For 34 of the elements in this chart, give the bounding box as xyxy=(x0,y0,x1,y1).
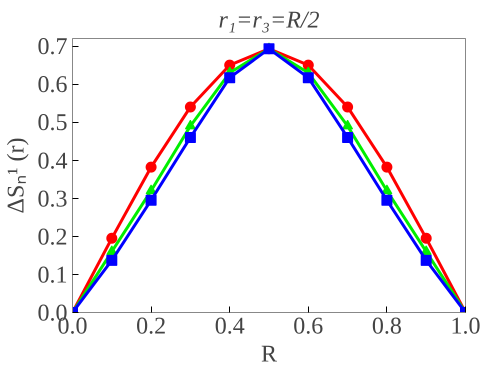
point xyxy=(106,245,118,255)
y-axis-title: ΔSₙ¹ (r) xyxy=(4,138,30,214)
point xyxy=(106,232,118,244)
point xyxy=(184,102,196,112)
point xyxy=(224,72,236,84)
point xyxy=(420,232,432,244)
x-tick-label: 0.4 xyxy=(214,314,245,340)
point xyxy=(146,162,157,173)
y-tick-label: 0.3 xyxy=(38,186,68,212)
y-tick-label: 0.2 xyxy=(38,224,68,250)
point xyxy=(342,120,354,130)
x-axis-title: R xyxy=(260,342,278,368)
y-tick-label: 0.5 xyxy=(38,110,68,136)
point xyxy=(302,72,314,84)
point xyxy=(381,184,392,194)
point xyxy=(381,162,392,173)
y-tick-label: 0.7 xyxy=(38,34,68,60)
y-tick-label: 0.1 xyxy=(38,262,68,288)
point xyxy=(184,132,196,143)
y-tick-label: 0.6 xyxy=(38,72,68,98)
point xyxy=(420,254,432,266)
point xyxy=(381,194,392,206)
y-tick-label: 0.4 xyxy=(38,148,68,174)
chart-title: r₁=r₃=R/2 xyxy=(218,8,320,34)
point xyxy=(342,132,354,143)
x-tick-label: 0.8 xyxy=(372,314,402,340)
point xyxy=(146,184,157,194)
point xyxy=(184,120,196,130)
x-tick-label: 0.2 xyxy=(136,314,166,340)
x-tick-label: 1.0 xyxy=(450,314,480,340)
point xyxy=(342,102,354,112)
point xyxy=(146,194,157,206)
point xyxy=(106,254,118,266)
x-tick-label: 0.6 xyxy=(293,314,324,340)
